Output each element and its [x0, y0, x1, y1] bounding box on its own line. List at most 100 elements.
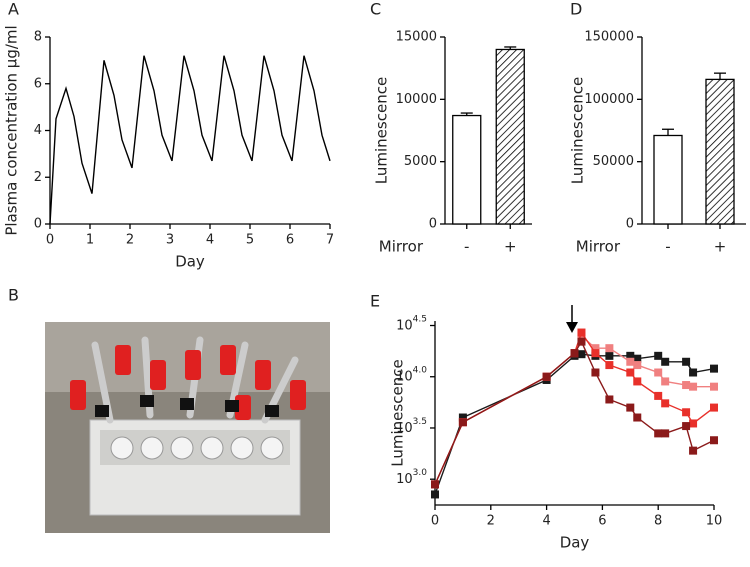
x-tick-label: 7 — [326, 233, 334, 248]
marker — [682, 422, 691, 431]
y-tick-exponent: 4.0 — [413, 365, 428, 375]
marker — [626, 351, 635, 360]
marker — [654, 391, 663, 400]
y-tick-label: 4 — [34, 123, 42, 138]
marker — [626, 357, 635, 366]
marker — [591, 349, 600, 358]
y-tick-label: 0 — [626, 217, 634, 232]
x-axis-label: Mirror — [576, 238, 621, 256]
x-tick-label: - — [464, 238, 469, 256]
panel-label: E — [370, 292, 380, 311]
x-tick-label: 1 — [86, 233, 94, 248]
x-tick-label: 2 — [487, 514, 495, 529]
x-tick-label: + — [714, 238, 727, 256]
panel-label: B — [8, 286, 19, 305]
y-tick-label: 103.0 — [396, 468, 427, 487]
x-tick-label: 10 — [706, 514, 723, 529]
x-tick-label: 4 — [206, 233, 214, 248]
y-axis-label: Luminescence — [569, 77, 587, 184]
panel-label: A — [8, 0, 19, 19]
x-tick-label: 6 — [598, 514, 606, 529]
marker — [605, 351, 614, 360]
marker — [710, 403, 718, 412]
bar — [653, 134, 683, 225]
marker — [654, 429, 663, 438]
photo — [45, 322, 330, 533]
x-axis-label: Day — [175, 253, 205, 271]
x-axis-label: Day — [560, 534, 590, 552]
x-tick-label: 3 — [166, 233, 174, 248]
marker — [458, 413, 467, 422]
marker — [661, 429, 670, 438]
marker — [626, 368, 635, 377]
marker — [710, 382, 718, 391]
marker — [661, 377, 670, 386]
y-axis-label: Luminescence — [373, 77, 391, 184]
y-tick-label: 0 — [429, 217, 437, 232]
y-tick-label: 104.0 — [396, 365, 427, 384]
y-tick-label: 10000 — [396, 92, 437, 107]
marker — [689, 446, 698, 455]
y-tick-exponent: 3.5 — [413, 416, 427, 426]
marker — [458, 418, 467, 427]
x-tick-label: 4 — [542, 514, 550, 529]
marker — [661, 399, 670, 408]
marker — [689, 419, 698, 428]
y-tick-label: 150000 — [584, 30, 634, 45]
x-axis-label: Mirror — [379, 238, 424, 256]
x-tick-label: 5 — [246, 233, 254, 248]
marker — [626, 403, 635, 412]
marker — [682, 381, 691, 390]
x-tick-label: 8 — [654, 514, 662, 529]
marker — [682, 408, 691, 417]
marker — [591, 344, 600, 353]
y-tick-label: 2 — [34, 170, 42, 185]
y-axis-label: Luminescence — [389, 359, 407, 466]
x-tick-label: 0 — [431, 514, 439, 529]
y-tick-label: 8 — [34, 30, 42, 45]
marker — [633, 413, 642, 422]
y-tick-label: 103.5 — [396, 416, 427, 435]
marker — [577, 337, 586, 346]
marker — [577, 328, 586, 337]
line — [434, 340, 715, 485]
y-tick-base: 10 — [396, 318, 413, 333]
marker — [682, 357, 691, 366]
marker — [710, 364, 718, 373]
y-tick-base: 10 — [396, 472, 413, 487]
marker — [710, 436, 718, 445]
marker — [431, 480, 439, 489]
line — [49, 55, 331, 225]
y-tick-label: 104.5 — [396, 314, 427, 333]
y-tick-label: 100000 — [584, 92, 634, 107]
marker — [661, 357, 670, 366]
marker — [689, 382, 698, 391]
marker — [431, 490, 439, 499]
y-tick-exponent: 4.5 — [413, 314, 427, 324]
y-tick-base: 10 — [396, 369, 413, 384]
marker — [689, 368, 698, 377]
y-tick-label: 0 — [34, 217, 42, 232]
marker — [577, 350, 586, 359]
y-axis-label: Plasma concentration µg/ml — [3, 25, 21, 235]
bar — [495, 48, 525, 225]
marker — [654, 368, 663, 377]
x-tick-label: 2 — [126, 233, 134, 248]
y-tick-label: 15000 — [396, 30, 437, 45]
panel-label: D — [570, 0, 582, 19]
marker — [633, 377, 642, 386]
y-tick-label: 6 — [34, 76, 42, 91]
x-tick-label: - — [665, 238, 670, 256]
marker — [570, 349, 579, 358]
marker — [605, 361, 614, 370]
arrow — [566, 305, 578, 333]
marker — [542, 372, 551, 381]
marker — [633, 354, 642, 363]
marker — [605, 344, 614, 353]
y-tick-label: 50000 — [593, 154, 634, 169]
x-tick-label: 0 — [46, 233, 54, 248]
x-tick-label: 6 — [286, 233, 294, 248]
bar — [452, 114, 482, 225]
marker — [633, 361, 642, 370]
